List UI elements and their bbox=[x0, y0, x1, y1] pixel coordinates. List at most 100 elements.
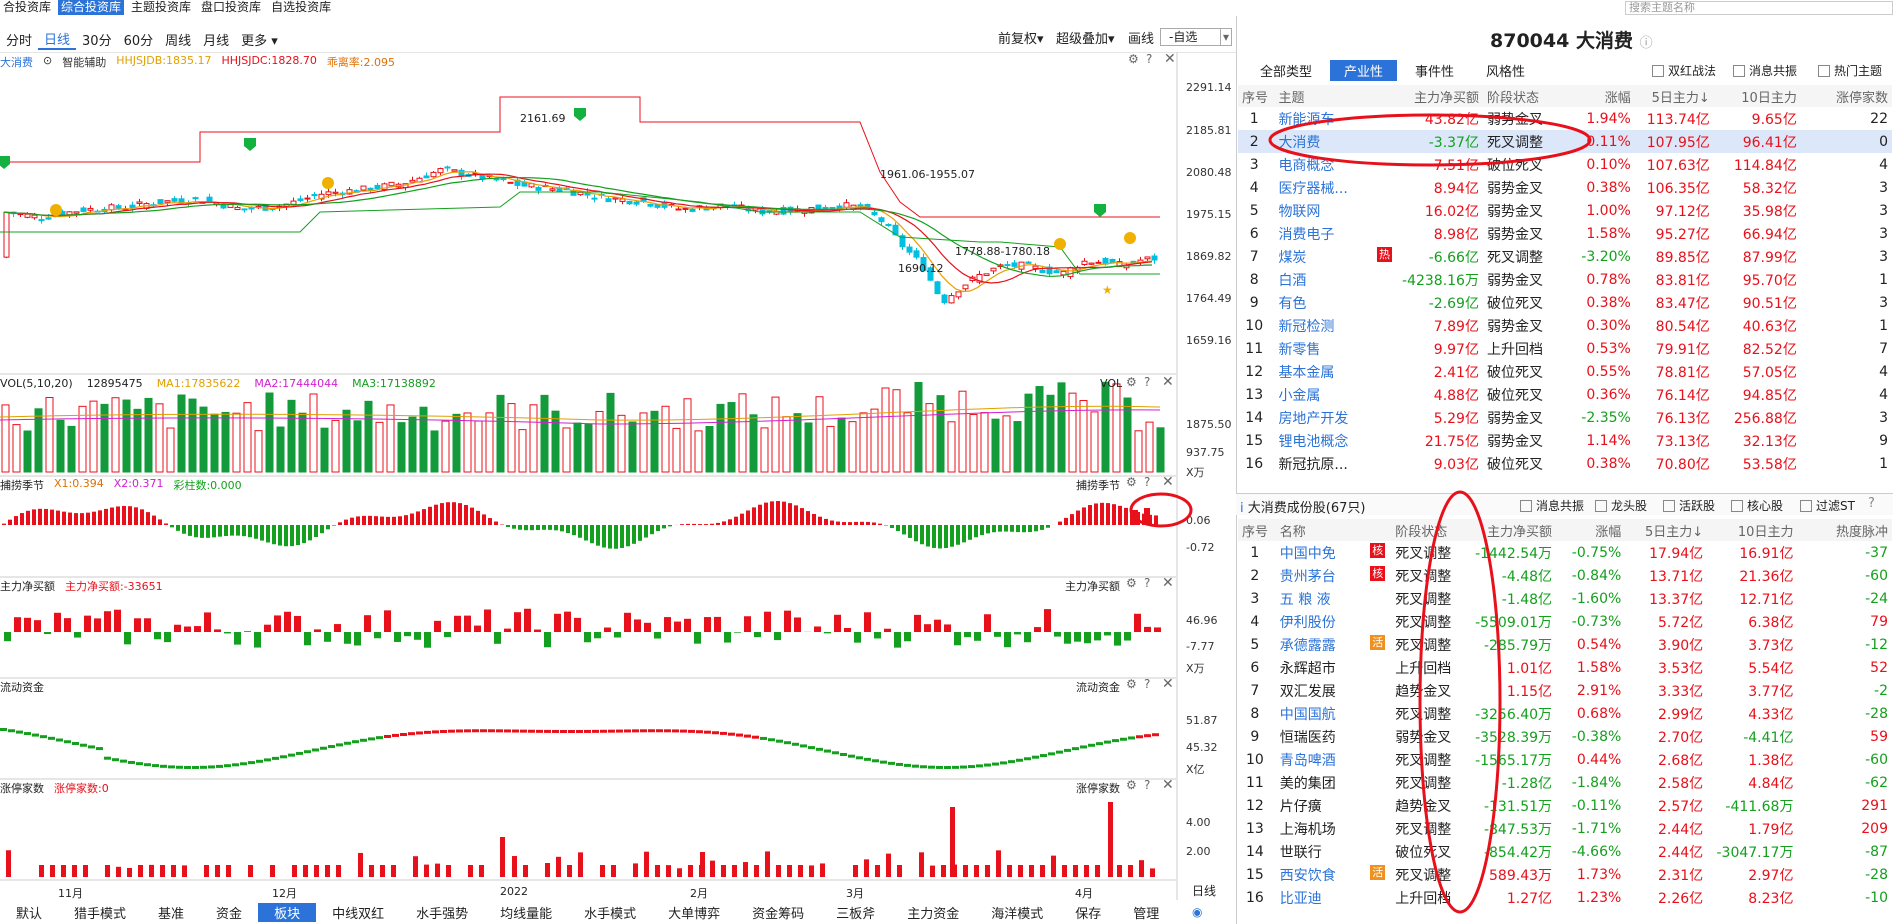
checkbox-icon[interactable] bbox=[1595, 499, 1607, 512]
theme-row[interactable]: 4 医疗器械... 8.94亿 弱势金叉 0.38% 106.35亿 58.32亿 3 bbox=[1238, 176, 1892, 199]
timeframe-tab-3[interactable]: 60分 bbox=[123, 33, 154, 49]
stock-name[interactable]: 世联行 bbox=[1279, 844, 1322, 861]
stock-name[interactable]: 片仔癀 bbox=[1279, 798, 1322, 815]
bottom-tab-0[interactable]: 默认 bbox=[16, 906, 43, 922]
theme-name[interactable]: 消费电子 bbox=[1278, 226, 1335, 243]
theme-name[interactable]: 新冠抗原... bbox=[1278, 456, 1348, 473]
stock-row[interactable]: 5 承德露露活死叉调整 -285.79万 0.54% 3.90亿 3.73亿 -12 bbox=[1238, 633, 1892, 656]
stock-header-7[interactable]: 热度脉冲 bbox=[1797, 519, 1892, 541]
bottom-tab-2[interactable]: 基准 bbox=[158, 906, 185, 922]
help-icon[interactable]: ? bbox=[1868, 496, 1875, 511]
settings-icon[interactable]: ⚙ bbox=[1126, 375, 1137, 389]
settings-icon[interactable]: ⚙ bbox=[1128, 52, 1139, 66]
help-icon[interactable]: ? bbox=[1144, 677, 1151, 691]
top-nav-item-4[interactable]: 自选投资库 bbox=[271, 0, 332, 14]
stock-row[interactable]: 1 中国中免核死叉调整 -1442.54万 -0.75% 17.94亿 16.91亿 -37 bbox=[1238, 541, 1892, 564]
theme-tab-0[interactable]: 全部类型 bbox=[1260, 65, 1313, 80]
top-nav-item-3[interactable]: 盘口投资库 bbox=[201, 0, 262, 14]
stock-name[interactable]: 中国中免核 bbox=[1279, 542, 1386, 562]
close-icon[interactable]: ✕ bbox=[1162, 676, 1174, 692]
timeframe-tab-0[interactable]: 分时 bbox=[6, 33, 33, 49]
custom-select[interactable]: -自选 ▾ bbox=[1160, 28, 1232, 46]
theme-row[interactable]: 5 物联网 16.02亿 弱势金叉 1.00% 97.12亿 35.98亿 3 bbox=[1238, 199, 1892, 222]
close-icon[interactable]: ✕ bbox=[1162, 374, 1174, 390]
stock-row[interactable]: 10 青岛啤酒 死叉调整 -1565.17万 0.44% 2.68亿 1.38亿 -60 bbox=[1238, 748, 1892, 771]
stock-name[interactable]: 贵州茅台核 bbox=[1279, 565, 1386, 585]
stock-name[interactable]: 承德露露活 bbox=[1279, 634, 1386, 654]
timeframe-tab-1[interactable]: 日线 bbox=[38, 29, 77, 50]
theme-header-5[interactable]: 5日主力↓ bbox=[1634, 85, 1714, 107]
close-icon[interactable]: ✕ bbox=[1162, 777, 1174, 793]
theme-header-4[interactable]: 涨幅 bbox=[1568, 85, 1635, 107]
theme-row[interactable]: 9 有色 -2.69亿 破位死叉 0.38% 83.47亿 90.51亿 3 bbox=[1238, 291, 1892, 314]
stock-row[interactable]: 9 恒瑞医药 弱势金叉 -3528.39万 -0.38% 2.70亿 -4.41亿 59 bbox=[1238, 725, 1892, 748]
assist-label[interactable]: 智能辅助 bbox=[62, 56, 107, 69]
bottom-tab-3[interactable]: 资金 bbox=[216, 906, 243, 922]
theme-tab-1[interactable]: 产业性 bbox=[1330, 60, 1398, 81]
theme-name[interactable]: 大消费 bbox=[1274, 130, 1400, 153]
checkbox-icon[interactable] bbox=[1663, 499, 1675, 512]
timeframe-tab-5[interactable]: 月线 bbox=[203, 33, 230, 49]
stock-check-3[interactable]: 核心股 bbox=[1731, 497, 1783, 514]
chevron-down-icon[interactable]: ⊙ bbox=[43, 54, 53, 67]
fuquan-dropdown[interactable]: 前复权▾ bbox=[998, 32, 1044, 47]
stock-header-2[interactable]: 阶段状态 bbox=[1391, 519, 1472, 541]
stock-name[interactable]: 西安饮食活 bbox=[1279, 864, 1386, 884]
theme-header-1[interactable]: 主题 bbox=[1274, 85, 1400, 107]
close-icon[interactable]: ✕ bbox=[1162, 474, 1174, 490]
checkbox-icon[interactable] bbox=[1818, 64, 1830, 77]
bottom-tab-8[interactable]: 水手模式 bbox=[584, 906, 637, 922]
bottom-tab-6[interactable]: 水手强势 bbox=[416, 906, 469, 922]
stock-name[interactable]: 美的集团 bbox=[1279, 775, 1336, 792]
theme-check-0[interactable]: 双红战法 bbox=[1652, 62, 1716, 79]
bottom-tab-4[interactable]: 板块 bbox=[258, 902, 317, 922]
stock-row[interactable]: 11 美的集团 死叉调整 -1.28亿 -1.84% 2.58亿 4.84亿 -62 bbox=[1238, 771, 1892, 794]
theme-row[interactable]: 16 新冠抗原... 9.03亿 破位死叉 0.38% 70.80亿 53.58亿 1 bbox=[1238, 452, 1892, 475]
stock-check-4[interactable]: 过滤ST bbox=[1800, 497, 1855, 514]
theme-check-1[interactable]: 消息共振 bbox=[1733, 62, 1797, 79]
settings-icon[interactable]: ⚙ bbox=[1126, 475, 1137, 489]
stock-name[interactable]: 五 粮 液 bbox=[1279, 591, 1331, 608]
stock-row[interactable]: 12 片仔癀 趋势金叉 -131.51万 -0.11% 2.57亿 -411.68万 291 bbox=[1238, 794, 1892, 817]
stock-header-1[interactable]: 名称 bbox=[1275, 519, 1392, 541]
theme-name[interactable]: 基本金属 bbox=[1278, 364, 1335, 381]
bottom-tab-11[interactable]: 三板斧 bbox=[836, 906, 876, 922]
checkbox-icon[interactable] bbox=[1733, 64, 1745, 77]
info-icon[interactable]: ⓘ bbox=[1639, 36, 1653, 51]
scroll-up-icon[interactable]: ◉ bbox=[1192, 905, 1203, 919]
bottom-tab-5[interactable]: 中线双红 bbox=[332, 906, 385, 922]
bottom-tab-12[interactable]: 主力资金 bbox=[907, 906, 960, 922]
stock-name[interactable]: 伊利股份 bbox=[1279, 614, 1336, 631]
stock-name[interactable]: 比亚迪 bbox=[1279, 890, 1322, 907]
theme-header-7[interactable]: 涨停家数 bbox=[1800, 85, 1892, 107]
kline-chart[interactable]: 2161.69 1961.06-1955.07 1778.88-1780.18 169… bbox=[0, 52, 1236, 900]
theme-row[interactable]: 15 锂电池概念 21.75亿 弱势金叉 1.14% 73.13亿 32.13亿 9 bbox=[1238, 429, 1892, 452]
theme-row[interactable]: 14 房地产开发 5.29亿 弱势金叉 -2.35% 76.13亿 256.88亿 3 bbox=[1238, 406, 1892, 429]
checkbox-icon[interactable] bbox=[1520, 499, 1532, 512]
theme-name[interactable]: 医疗器械... bbox=[1278, 180, 1348, 197]
timeframe-tab-2[interactable]: 30分 bbox=[82, 33, 112, 49]
timeframe-tab-4[interactable]: 周线 bbox=[165, 33, 192, 49]
stock-row[interactable]: 3 五 粮 液 死叉调整 -1.48亿 -1.60% 13.37亿 12.71亿 -24 bbox=[1238, 587, 1892, 610]
stock-row[interactable]: 7 双汇发展 趋势金叉 1.15亿 2.91% 3.33亿 3.77亿 -2 bbox=[1238, 679, 1892, 702]
checkbox-icon[interactable] bbox=[1731, 499, 1743, 512]
bottom-tab-1[interactable]: 猎手模式 bbox=[74, 906, 127, 922]
theme-row[interactable]: 12 基本金属 2.41亿 破位死叉 0.55% 78.81亿 57.05亿 4 bbox=[1238, 360, 1892, 383]
theme-header-2[interactable]: 主力净买额 bbox=[1399, 85, 1483, 107]
settings-icon[interactable]: ⚙ bbox=[1126, 778, 1137, 792]
theme-tab-3[interactable]: 风格性 bbox=[1486, 65, 1526, 80]
theme-check-2[interactable]: 热门主题 bbox=[1818, 62, 1882, 79]
theme-name[interactable]: 新能源车 bbox=[1278, 111, 1335, 128]
overlay-dropdown[interactable]: 超级叠加▾ bbox=[1056, 32, 1115, 47]
help-icon[interactable]: ? bbox=[1144, 576, 1151, 590]
timeframe-tab-6[interactable]: 更多 ▾ bbox=[241, 33, 278, 49]
stock-row[interactable]: 6 永辉超市 上升回档 1.01亿 1.58% 3.53亿 5.54亿 52 bbox=[1238, 656, 1892, 679]
bottom-tab-14[interactable]: 保存 bbox=[1075, 906, 1102, 922]
help-icon[interactable]: ? bbox=[1144, 475, 1151, 489]
stock-name[interactable]: 青岛啤酒 bbox=[1279, 752, 1336, 769]
top-nav-item-1[interactable]: 综合投资库 bbox=[58, 0, 125, 15]
settings-icon[interactable]: ⚙ bbox=[1126, 677, 1137, 691]
bottom-tab-13[interactable]: 海洋模式 bbox=[991, 906, 1044, 922]
help-icon[interactable]: ? bbox=[1146, 52, 1153, 66]
bottom-tab-15[interactable]: 管理 bbox=[1133, 906, 1160, 922]
